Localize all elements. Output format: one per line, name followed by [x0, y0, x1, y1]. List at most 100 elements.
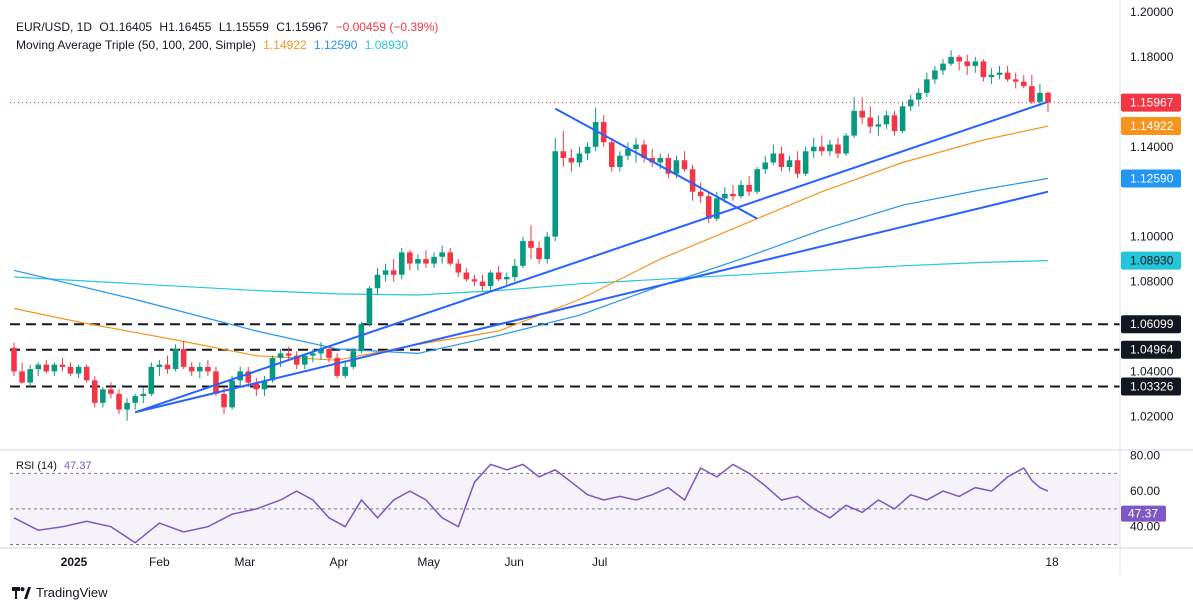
rsi-tick-label: 60.00: [1130, 484, 1160, 498]
candle-body: [964, 61, 971, 66]
level-label-box: [1121, 340, 1181, 359]
candle-body: [495, 272, 502, 280]
tradingview-logo[interactable]: TradingView: [12, 585, 108, 600]
candle-body: [277, 353, 284, 358]
candle-body: [552, 151, 559, 237]
price-tick-label: 1.20000: [1130, 5, 1174, 19]
time-tick-label: Feb: [149, 555, 170, 569]
candle-body: [407, 252, 413, 264]
rsi-tick-label: 40.00: [1130, 520, 1160, 534]
candle-body: [762, 162, 769, 170]
candle-body: [148, 366, 155, 394]
candle-body: [851, 110, 857, 136]
candle-body: [366, 288, 373, 325]
price-tick-label: 1.04000: [1130, 364, 1174, 378]
ma200-line: [13, 260, 1049, 296]
rsi-current-box: [1121, 505, 1166, 522]
time-tick-label: Apr: [330, 555, 349, 569]
candle-body: [713, 198, 720, 219]
candle-body: [11, 347, 17, 372]
candle-body: [398, 252, 405, 275]
candle-body: [132, 396, 138, 403]
candle-body: [899, 106, 906, 132]
candle-body: [730, 193, 736, 197]
candle-body: [293, 355, 300, 365]
level-label-text: 1.06099: [1130, 317, 1174, 331]
symbol-label: EUR/USD, 1D: [16, 20, 93, 34]
candle-body: [988, 74, 995, 78]
candle-body: [27, 369, 33, 383]
candle-body: [1012, 79, 1019, 82]
candle-body: [19, 371, 25, 383]
candle-body: [318, 348, 324, 354]
price-tick-label: 1.18000: [1130, 50, 1174, 64]
candle-body: [1037, 92, 1043, 102]
candle-body: [196, 366, 203, 372]
candle-body: [754, 169, 760, 192]
candle-body: [164, 364, 171, 370]
rsi-label: RSI (14): [16, 460, 57, 472]
symbol-header: EUR/USD, 1D O1.16405 H1.16455 L1.15559 C…: [16, 20, 442, 34]
candle-body: [689, 169, 696, 192]
candle-body: [665, 158, 672, 174]
candle-body: [269, 357, 276, 381]
candle-body: [608, 142, 615, 167]
candle-body: [1020, 81, 1027, 87]
candle-body: [67, 366, 74, 374]
candle-body: [447, 252, 454, 264]
candle-body: [342, 366, 349, 376]
candle-body: [625, 149, 631, 156]
candle-body: [75, 366, 82, 374]
candle-body: [471, 279, 478, 282]
candle-body: [229, 380, 235, 408]
candle-body: [746, 184, 752, 192]
candle-body: [520, 241, 526, 266]
candle-body: [544, 236, 550, 260]
candle-body: [390, 270, 397, 275]
axes: 1.20000 1.18000 1.14000 1.10000 1.08000 1.040…: [0, 0, 1193, 575]
rsi-tick-label: 80.00: [1130, 449, 1160, 463]
price-tick-label: 1.10000: [1130, 230, 1174, 244]
price-label-box: [1121, 93, 1181, 112]
candle-body: [156, 364, 163, 367]
candle-body: [310, 353, 316, 356]
candle-body: [334, 357, 340, 376]
candle-body: [512, 265, 518, 278]
candle-body: [657, 158, 664, 163]
candle-body: [617, 155, 623, 167]
candle-body: [843, 135, 849, 154]
trendline: [554, 107, 758, 220]
candle-body: [697, 191, 704, 197]
close-value: C1.15967: [276, 20, 329, 34]
candle-body: [479, 281, 486, 287]
candle-body: [415, 259, 421, 264]
low-value: L1.15559: [218, 20, 269, 34]
candle-body: [431, 256, 437, 264]
brand-label: TradingView: [36, 585, 108, 600]
candle-body: [43, 364, 50, 372]
ma50-value: 1.14922: [263, 38, 307, 52]
candle-body: [302, 355, 308, 365]
candle-body: [568, 158, 575, 163]
open-value: O1.16405: [99, 20, 153, 34]
candle-body: [91, 380, 98, 403]
ma-header: Moving Average Triple (50, 100, 200, Sim…: [16, 38, 412, 52]
candle-body: [810, 146, 817, 152]
candle-body: [883, 115, 890, 125]
candle-body: [649, 158, 655, 163]
candle-body: [1045, 92, 1051, 103]
price-label-text: 1.08930: [1130, 254, 1174, 268]
time-tick-label: Mar: [235, 555, 256, 569]
candle-body: [205, 366, 211, 372]
candle-body: [859, 110, 866, 118]
candle-body: [439, 252, 445, 257]
candle-body: [172, 348, 179, 370]
candle-body: [423, 259, 429, 264]
price-tick-label: 1.14000: [1130, 140, 1174, 154]
candle-body: [932, 70, 938, 80]
trendline: [134, 190, 1049, 414]
candle-body: [35, 364, 42, 370]
time-tick-label: May: [417, 555, 440, 569]
candle-body: [835, 144, 841, 154]
